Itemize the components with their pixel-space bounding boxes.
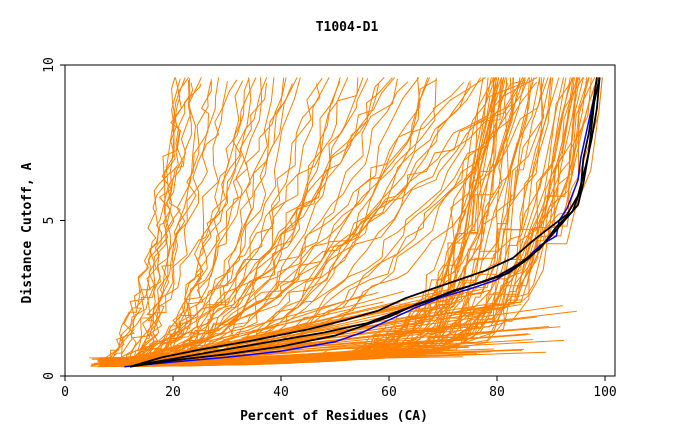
y-tick-label-0: 0 — [42, 372, 57, 380]
blue-model-line — [124, 77, 598, 368]
background-model-line-50 — [129, 82, 194, 362]
background-model-line-114 — [112, 81, 212, 362]
x-tick-label-5: 100 — [593, 385, 616, 400]
background-model-line-100 — [107, 83, 321, 363]
y-axis-label: Distance Cutoff, A — [20, 162, 35, 303]
background-model-line-24 — [98, 80, 192, 364]
x-tick-label-1: 20 — [165, 385, 181, 400]
background-model-fan-48 — [133, 290, 405, 366]
x-tick-label-0: 0 — [61, 385, 69, 400]
background-model-line-79 — [123, 79, 526, 363]
y-tick-label-1: 5 — [42, 217, 57, 225]
background-model-fan-33 — [113, 301, 384, 363]
background-model-fan-51 — [137, 334, 527, 364]
background-model-fan-41 — [125, 353, 478, 367]
background-model-line-19 — [128, 77, 178, 361]
background-model-line-52 — [123, 77, 287, 366]
background-model-fan-56 — [130, 339, 533, 366]
y-axis-ticks: 0 5 10 — [42, 57, 65, 380]
black-model-3-line — [135, 77, 601, 366]
background-model-line-67 — [132, 79, 212, 364]
background-model-lines — [89, 76, 603, 368]
x-axis-label: Percent of Residues (CA) — [240, 409, 428, 424]
x-tick-label-2: 40 — [273, 385, 289, 400]
background-model-line-14 — [98, 77, 186, 361]
background-model-fan-35 — [118, 292, 379, 362]
background-model-line-44 — [109, 78, 191, 363]
y-tick-label-2: 10 — [42, 57, 57, 73]
background-model-line-9 — [100, 79, 238, 365]
chart-title: T1004-D1 — [316, 20, 379, 35]
x-axis-ticks: 0 20 40 60 80 100 — [61, 376, 617, 400]
background-model-line-49 — [108, 77, 190, 367]
x-tick-label-4: 80 — [489, 385, 505, 400]
background-model-line-87 — [107, 77, 393, 359]
background-model-fan-46 — [140, 293, 462, 365]
x-tick-label-3: 60 — [381, 385, 397, 400]
background-model-line-29 — [97, 83, 202, 362]
background-model-line-97 — [111, 77, 579, 366]
black-model-2-line — [129, 77, 601, 368]
background-model-line-71 — [99, 77, 268, 365]
highlight-model-lines — [124, 77, 601, 368]
background-model-line-15 — [120, 81, 526, 367]
background-model-line-110 — [114, 77, 220, 359]
